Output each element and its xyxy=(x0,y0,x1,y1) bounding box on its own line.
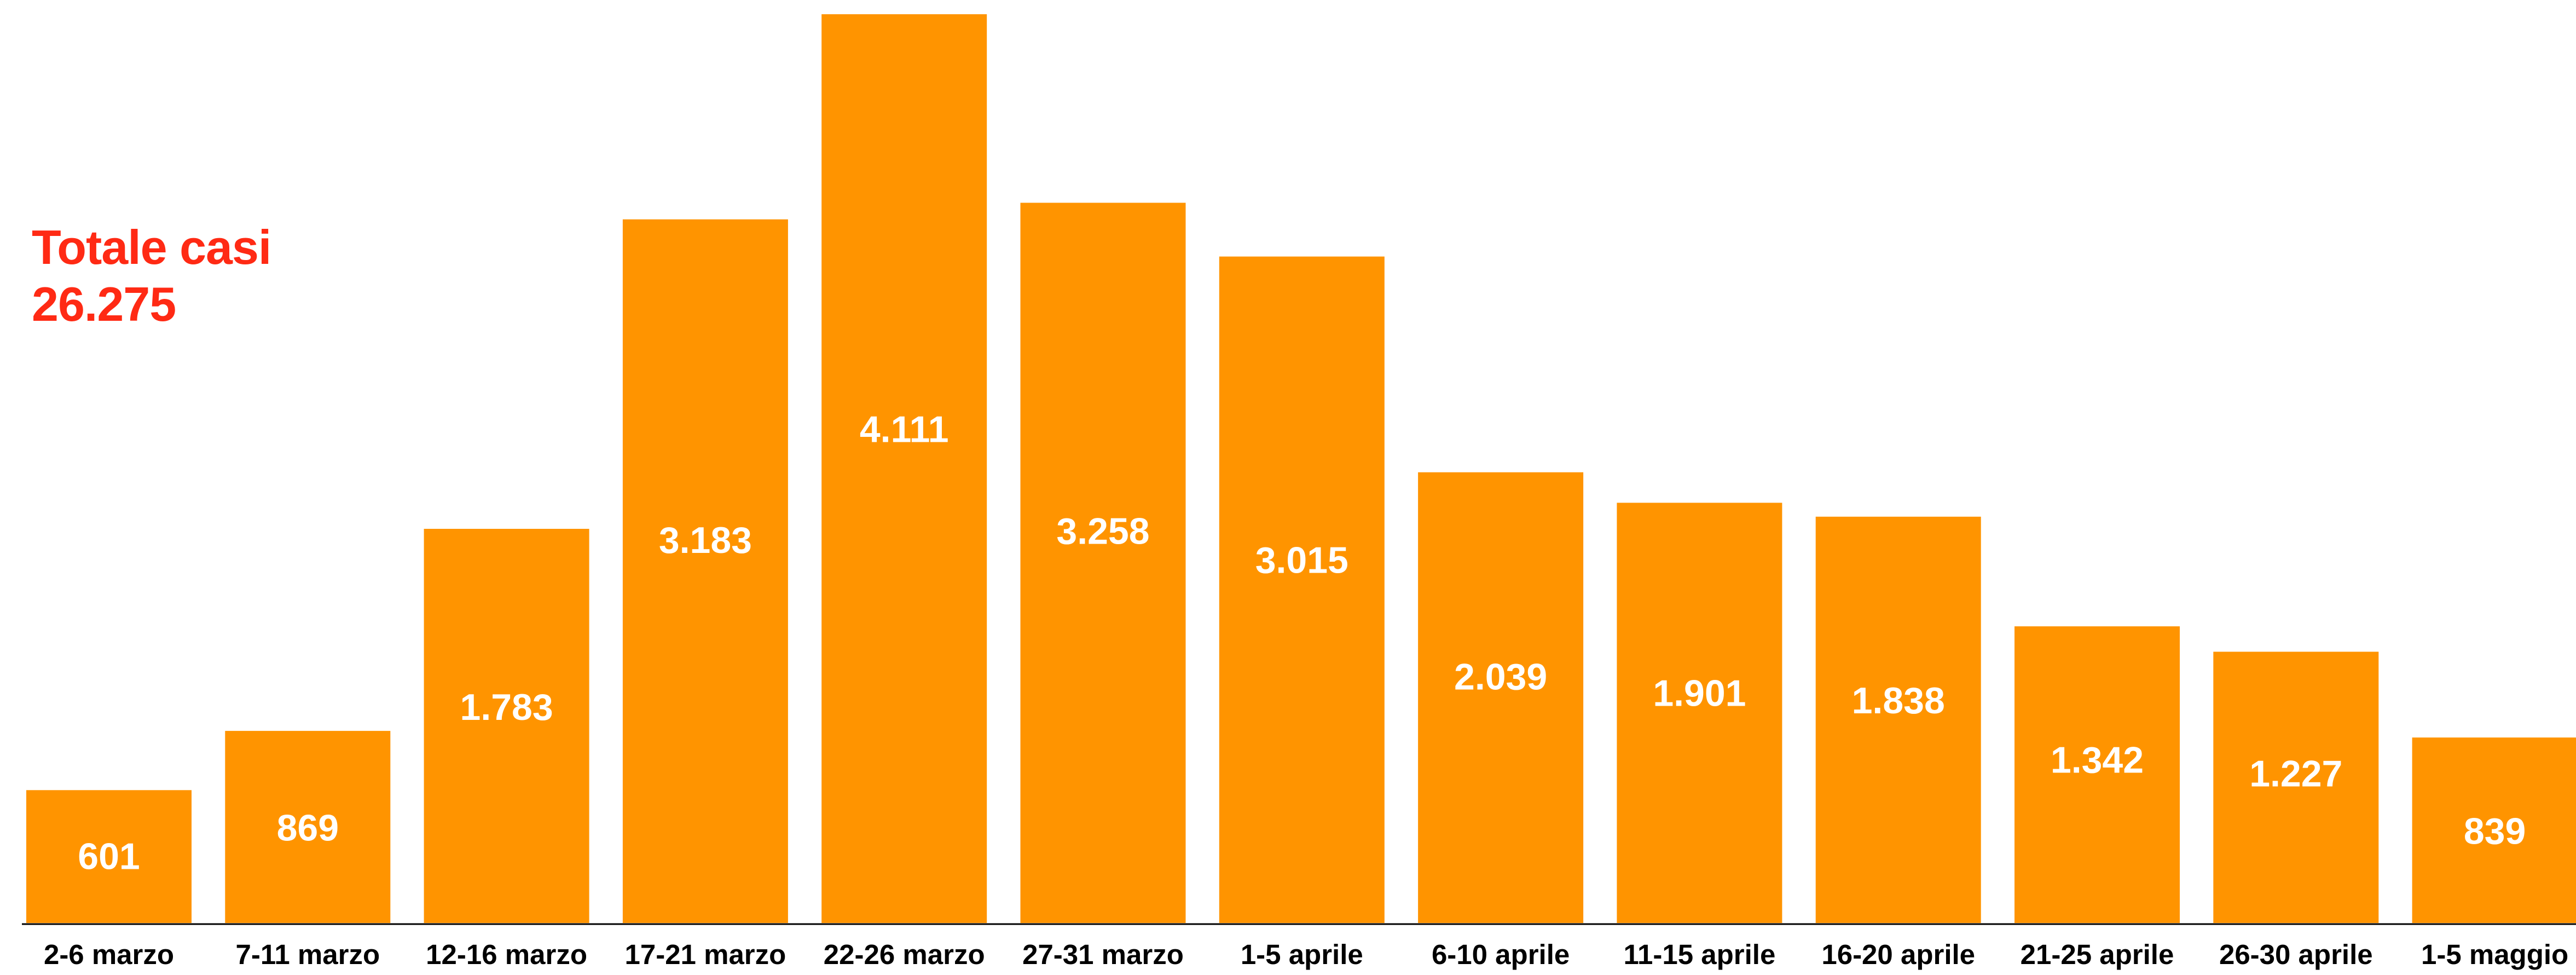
bar-value-label: 869 xyxy=(277,807,339,849)
bar xyxy=(225,731,391,923)
x-tick-label: 16-20 aprile xyxy=(1821,939,1975,970)
bar xyxy=(26,790,192,923)
bar xyxy=(821,14,987,923)
bar-value-label: 839 xyxy=(2464,810,2526,852)
bar xyxy=(622,219,788,924)
total-cases-label: Totale casi xyxy=(32,220,271,274)
bar-value-label: 1.227 xyxy=(2249,753,2342,794)
x-tick-label: 1-5 aprile xyxy=(1241,939,1363,970)
bar xyxy=(1617,503,1782,923)
bar xyxy=(2213,651,2379,923)
bar xyxy=(1815,516,1981,923)
bar-value-label: 3.015 xyxy=(1255,540,1348,581)
x-tick-label: 21-25 aprile xyxy=(2021,939,2174,970)
x-tick-label: 7-11 marzo xyxy=(235,939,380,970)
x-tick-label: 27-31 marzo xyxy=(1022,939,1184,970)
x-tick-label: 6-10 aprile xyxy=(1432,939,1570,970)
x-tick-label: 2-6 marzo xyxy=(44,939,174,970)
bar-value-label: 1.783 xyxy=(460,686,553,728)
x-tick-label: 1-5 maggio xyxy=(2421,939,2568,970)
x-tick-label: 22-26 marzo xyxy=(824,939,985,970)
bar xyxy=(2015,626,2180,923)
bar xyxy=(1219,256,1385,924)
bar-value-label: 3.258 xyxy=(1056,511,1149,552)
bar xyxy=(424,529,589,923)
bar-value-label: 4.111 xyxy=(860,409,949,451)
bar xyxy=(1020,203,1186,923)
bar-value-label: 1.901 xyxy=(1653,672,1746,714)
bar-value-label: 3.183 xyxy=(659,520,752,561)
bar-value-label: 1.342 xyxy=(2051,739,2144,781)
bar-value-label: 2.039 xyxy=(1454,656,1547,697)
x-tick-label: 11-15 aprile xyxy=(1623,939,1775,970)
bar xyxy=(1418,472,1584,923)
x-tick-label: 12-16 marzo xyxy=(426,939,587,970)
bar-value-label: 601 xyxy=(78,835,140,877)
bar-value-label: 1.838 xyxy=(1852,680,1945,722)
total-cases-block: Totale casi 26.275 xyxy=(32,219,271,333)
x-tick-label: 26-30 aprile xyxy=(2219,939,2373,970)
total-cases-value: 26.275 xyxy=(32,277,176,331)
x-tick-label: 17-21 marzo xyxy=(624,939,786,970)
bar xyxy=(2412,737,2576,923)
